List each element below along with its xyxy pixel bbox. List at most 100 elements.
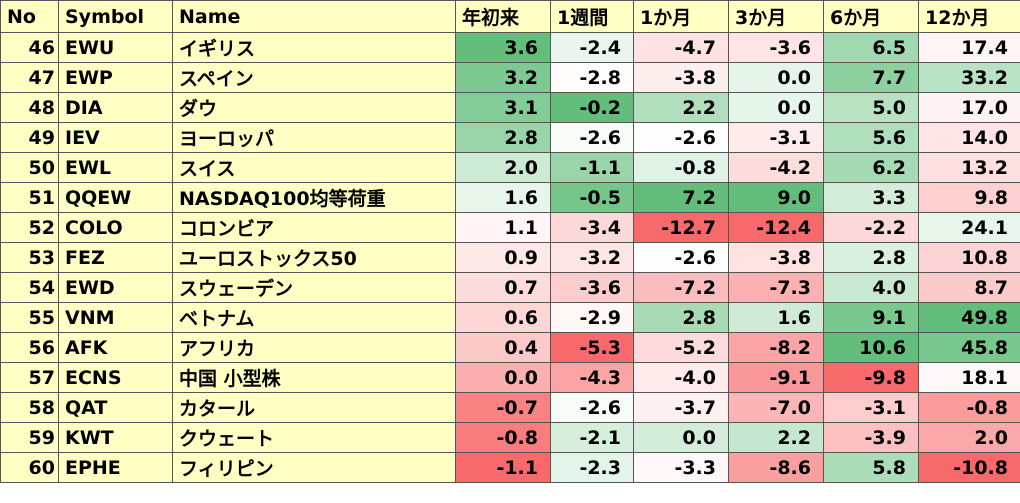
name-cell: フィリピン [172, 452, 456, 483]
return-cell: -9.1 [728, 362, 824, 393]
return-cell: 2.0 [455, 152, 551, 183]
column-header: No [0, 0, 59, 33]
name-cell: 中国 小型株 [172, 362, 456, 393]
row-number: 54 [0, 272, 59, 303]
symbol-cell: DIA [58, 92, 173, 123]
table-row: 56 AFK アフリカ 0.4 -5.3 -5.2 -8.2 10.6 45.8 [0, 332, 1020, 363]
return-cell: -4.3 [550, 362, 634, 393]
table-row: 48 DIA ダウ 3.1 -0.2 2.2 0.0 5.0 17.0 [0, 92, 1020, 123]
return-cell: 10.6 [823, 332, 919, 363]
return-cell: -9.8 [823, 362, 919, 393]
return-cell: -3.1 [728, 122, 824, 153]
symbol-cell: IEV [58, 122, 173, 153]
return-cell: 1.1 [455, 212, 551, 243]
return-cell: -2.2 [823, 212, 919, 243]
return-cell: 0.0 [728, 92, 824, 123]
return-cell: 3.6 [455, 32, 551, 63]
return-cell: 49.8 [918, 302, 1020, 333]
return-cell: 24.1 [918, 212, 1020, 243]
return-cell: -1.1 [550, 152, 634, 183]
row-number: 59 [0, 422, 59, 453]
return-cell: 0.0 [633, 422, 729, 453]
return-cell: 10.8 [918, 242, 1020, 273]
symbol-cell: ECNS [58, 362, 173, 393]
column-header: 年初来 [455, 0, 551, 33]
row-number: 55 [0, 302, 59, 333]
row-number: 57 [0, 362, 59, 393]
column-header: 3か月 [728, 0, 824, 33]
return-cell: 17.4 [918, 32, 1020, 63]
return-cell: 9.1 [823, 302, 919, 333]
name-cell: アフリカ [172, 332, 456, 363]
name-cell: ヨーロッパ [172, 122, 456, 153]
return-cell: 1.6 [728, 302, 824, 333]
return-cell: 2.2 [633, 92, 729, 123]
symbol-cell: KWT [58, 422, 173, 453]
symbol-cell: AFK [58, 332, 173, 363]
return-cell: -2.9 [550, 302, 634, 333]
row-number: 48 [0, 92, 59, 123]
return-cell: 6.2 [823, 152, 919, 183]
return-cell: 2.0 [918, 422, 1020, 453]
return-cell: 8.7 [918, 272, 1020, 303]
return-cell: 3.3 [823, 182, 919, 213]
symbol-cell: COLO [58, 212, 173, 243]
return-cell: -8.6 [728, 452, 824, 483]
table-row: 54 EWD スウェーデン 0.7 -3.6 -7.2 -7.3 4.0 8.7 [0, 272, 1020, 303]
return-cell: -7.2 [633, 272, 729, 303]
return-cell: -3.3 [633, 452, 729, 483]
returns-table: No Symbol Name 年初来 1週間 1か月 3か月 6か月 12か月 46 EWU イギリ… [0, 0, 1020, 483]
return-cell: 0.4 [455, 332, 551, 363]
row-number: 56 [0, 332, 59, 363]
column-header: 1か月 [633, 0, 729, 33]
symbol-cell: FEZ [58, 242, 173, 273]
return-cell: -2.8 [550, 62, 634, 93]
return-cell: -4.0 [633, 362, 729, 393]
return-cell: 3.1 [455, 92, 551, 123]
return-cell: -3.8 [728, 242, 824, 273]
return-cell: -2.3 [550, 452, 634, 483]
symbol-cell: EPHE [58, 452, 173, 483]
return-cell: 18.1 [918, 362, 1020, 393]
table-row: 53 FEZ ユーロストックス50 0.9 -3.2 -2.6 -3.8 2.8 10.8 [0, 242, 1020, 273]
return-cell: -2.1 [550, 422, 634, 453]
return-cell: -3.2 [550, 242, 634, 273]
row-number: 58 [0, 392, 59, 423]
name-cell: ベトナム [172, 302, 456, 333]
name-cell: ユーロストックス50 [172, 242, 456, 273]
return-cell: 3.2 [455, 62, 551, 93]
row-number: 51 [0, 182, 59, 213]
return-cell: -7.3 [728, 272, 824, 303]
return-cell: 2.8 [455, 122, 551, 153]
table-row: 47 EWP スペイン 3.2 -2.8 -3.8 0.0 7.7 33.2 [0, 62, 1020, 93]
row-number: 47 [0, 62, 59, 93]
row-number: 53 [0, 242, 59, 273]
return-cell: 9.8 [918, 182, 1020, 213]
return-cell: -0.5 [550, 182, 634, 213]
symbol-cell: EWL [58, 152, 173, 183]
return-cell: 17.0 [918, 92, 1020, 123]
table-row: 49 IEV ヨーロッパ 2.8 -2.6 -2.6 -3.1 5.6 14.0 [0, 122, 1020, 153]
column-header: 1週間 [550, 0, 634, 33]
return-cell: -2.6 [633, 242, 729, 273]
return-cell: 0.7 [455, 272, 551, 303]
return-cell: 0.0 [728, 62, 824, 93]
return-cell: -2.6 [633, 122, 729, 153]
row-number: 60 [0, 452, 59, 483]
return-cell: -3.9 [823, 422, 919, 453]
return-cell: 4.0 [823, 272, 919, 303]
table-row: 51 QQEW NASDAQ100均等荷重 1.6 -0.5 7.2 9.0 3.3 9.8 [0, 182, 1020, 213]
return-cell: -4.2 [728, 152, 824, 183]
return-cell: -0.8 [918, 392, 1020, 423]
return-cell: 0.9 [455, 242, 551, 273]
return-cell: -2.4 [550, 32, 634, 63]
symbol-cell: QAT [58, 392, 173, 423]
name-cell: スペイン [172, 62, 456, 93]
table-row: 57 ECNS 中国 小型株 0.0 -4.3 -4.0 -9.1 -9.8 18.1 [0, 362, 1020, 393]
return-cell: -0.2 [550, 92, 634, 123]
symbol-cell: EWD [58, 272, 173, 303]
return-cell: 0.0 [455, 362, 551, 393]
return-cell: -0.7 [455, 392, 551, 423]
return-cell: -2.6 [550, 392, 634, 423]
return-cell: -0.8 [633, 152, 729, 183]
